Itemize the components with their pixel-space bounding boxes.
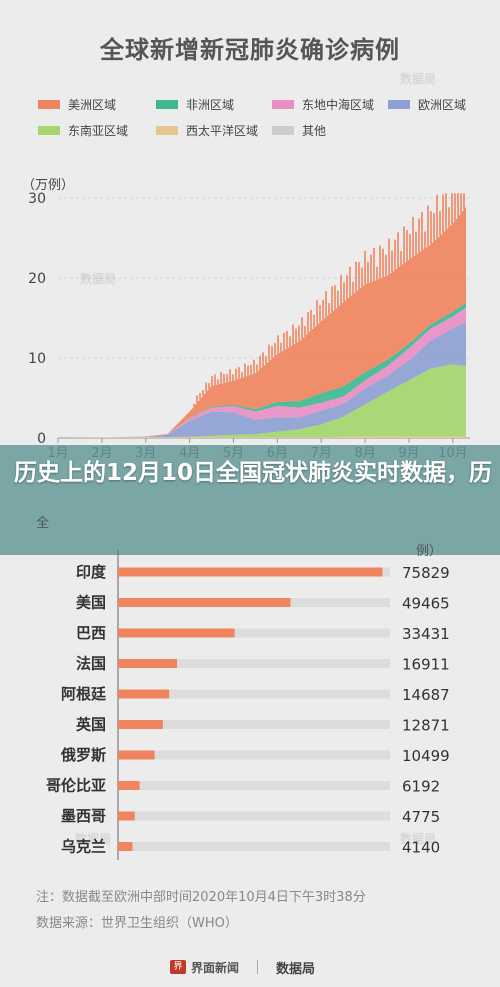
data-note: 注：数据截至欧洲中部时间2020年10月4日下午3时38分 (36, 890, 366, 905)
chart-title: 全球新增新冠肺炎确诊病例 (100, 36, 400, 64)
bar-track (118, 689, 390, 699)
legend-item-west_pac: 西太平洋区域 (156, 122, 258, 139)
legend-swatch (388, 100, 410, 109)
legend-label: 欧洲区域 (418, 98, 467, 112)
y-tick-label: 0 (37, 431, 46, 447)
legend-label: 东地中海区域 (302, 98, 375, 112)
y-tick-label: 30 (28, 191, 46, 207)
bar-category-label: 印度 (76, 563, 107, 581)
legend-swatch (38, 100, 60, 109)
bar-value-label: 6192 (402, 778, 440, 796)
second-chart-unit-fragment: 例） (416, 544, 443, 559)
watermark: 数据局 (80, 272, 117, 286)
area-series-americas (58, 206, 466, 438)
area-series-west_pac (58, 436, 466, 438)
y-tick-label: 20 (28, 271, 46, 287)
bar-category-label: 美国 (76, 594, 106, 612)
bar-5 (118, 720, 163, 729)
bar-value-label: 14687 (402, 686, 450, 704)
legend-item-se_asia: 东南亚区域 (38, 122, 128, 139)
bar-track (118, 781, 390, 790)
bar-category-label: 墨西哥 (61, 807, 106, 825)
country-bar-chart: 印度 75829 美国 49465 巴西 33431 法国 16911 阿根廷 14687 英国 12… (46, 550, 450, 860)
legend-label: 非洲区域 (186, 98, 235, 112)
bar-value-label: 10499 (402, 747, 450, 765)
bar-6 (118, 750, 155, 760)
bar-category-label: 巴西 (76, 624, 106, 642)
bar-4 (118, 689, 170, 699)
legend-label: 美洲区域 (68, 98, 117, 112)
bar-category-label: 哥伦比亚 (46, 777, 106, 795)
legend-item-east_med: 东地中海区域 (272, 96, 374, 113)
jiemian-logo-icon: 界 (170, 960, 186, 974)
bar-track (118, 659, 390, 668)
area-series-se_asia (58, 364, 466, 438)
y-tick-label: 10 (28, 351, 46, 367)
watermark: 数据局 (400, 832, 437, 846)
legend-swatch (156, 126, 178, 135)
bar-track (118, 842, 390, 851)
footer-logo-name: 界面新闻 (191, 960, 240, 975)
bar-8 (118, 811, 135, 821)
bar-3 (118, 659, 177, 668)
legend-label: 东南亚区域 (68, 124, 129, 138)
footer-divider (257, 960, 259, 974)
legend-swatch (38, 126, 60, 135)
bar-track (118, 628, 390, 638)
bar-value-label: 4140 (402, 839, 440, 857)
area-series-east_med (58, 307, 466, 438)
watermark: 数据局 (75, 832, 112, 846)
headline-text: 历史上的12月10日全国冠状肺炎实时数据，历史上的12月10 (14, 460, 492, 486)
bar-track (118, 720, 390, 729)
bar-9 (118, 842, 133, 851)
bar-category-label: 俄罗斯 (60, 746, 106, 764)
legend-swatch (156, 100, 178, 109)
legend-label: 西太平洋区域 (186, 124, 259, 138)
data-source: 数据来源：世界卫生组织（WHO） (36, 916, 238, 931)
footer: 界 界面新闻 数据局 (170, 954, 315, 980)
footer-brand: 数据局 (276, 961, 316, 977)
second-chart-title-fragment: 全 (36, 516, 50, 531)
bar-value-label: 33431 (402, 625, 450, 643)
bar-category-label: 乌克兰 (61, 838, 106, 856)
bar-value-label: 12871 (402, 717, 450, 735)
legend-item-other: 其他 (272, 122, 326, 139)
area-chart: 01020301月2月3月4月5月6月7月8月9月10月 (28, 191, 470, 461)
bar-category-label: 阿根廷 (61, 685, 107, 703)
bar-value-label: 4775 (402, 808, 440, 826)
daily-spikes (193, 193, 465, 407)
bar-category-label: 英国 (76, 716, 106, 734)
bar-value-label: 75829 (402, 564, 450, 582)
legend-swatch (272, 100, 294, 109)
legend-item-europe: 欧洲区域 (388, 96, 466, 113)
bar-1 (118, 598, 291, 607)
bar-track (118, 811, 390, 821)
bar-0 (118, 567, 383, 577)
bar-value-label: 49465 (402, 595, 450, 613)
bar-category-label: 法国 (76, 655, 106, 673)
bar-2 (118, 628, 235, 638)
bar-7 (118, 781, 140, 790)
bar-track (118, 750, 390, 760)
legend-swatch (272, 126, 294, 135)
bar-value-label: 16911 (402, 656, 450, 674)
area-series-europe (58, 322, 466, 438)
watermark: 数据局 (400, 72, 437, 86)
legend-item-americas: 美洲区域 (38, 96, 116, 113)
legend-item-africa: 非洲区域 (156, 96, 234, 113)
headline-banner (0, 445, 500, 555)
y-axis-label: （万例） (22, 178, 75, 193)
legend-label: 其他 (302, 124, 327, 138)
